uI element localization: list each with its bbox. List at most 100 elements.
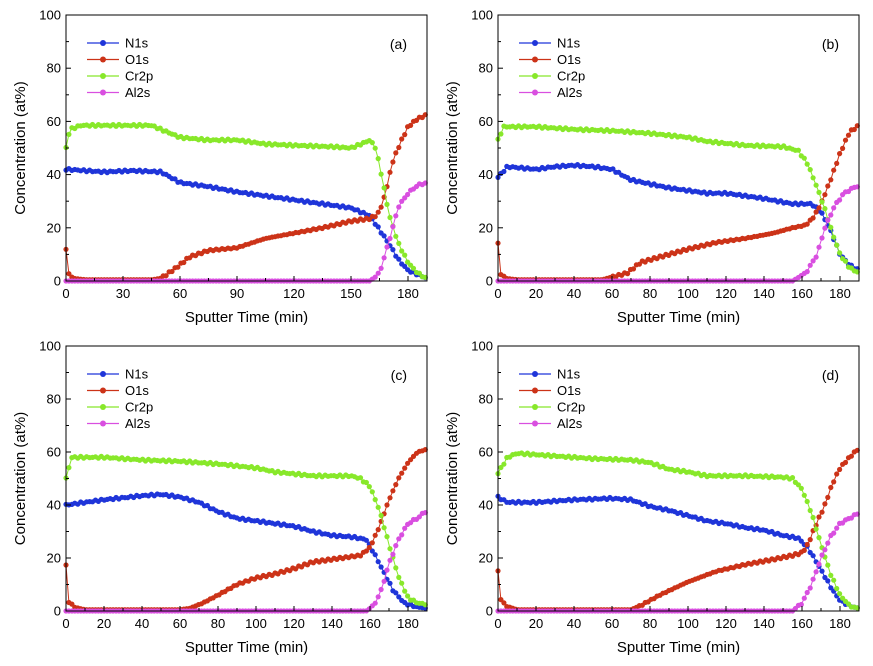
x-axis-title: Sputter Time (min) <box>617 309 740 326</box>
data-point <box>378 265 384 271</box>
data-point <box>801 492 807 498</box>
data-point <box>798 485 804 491</box>
data-point <box>372 214 378 220</box>
data-point <box>405 593 411 599</box>
data-point <box>387 235 393 242</box>
data-point <box>825 562 831 568</box>
data-point <box>825 540 831 546</box>
series-Al2s <box>495 184 860 284</box>
series-Cr2p <box>495 450 860 611</box>
data-point <box>834 160 840 166</box>
data-point <box>816 535 822 541</box>
series-group <box>63 112 428 284</box>
data-point <box>393 233 399 239</box>
data-point <box>372 532 378 538</box>
data-point <box>822 225 828 231</box>
x-tick-label: 180 <box>397 616 419 631</box>
x-tick-label: 30 <box>116 286 130 301</box>
y-tick-label: 0 <box>486 604 493 619</box>
series-O1s <box>63 112 428 283</box>
legend-label: O1s <box>557 52 581 67</box>
data-point <box>789 475 796 481</box>
data-point <box>801 595 807 601</box>
legend-label: O1s <box>125 52 149 67</box>
data-point <box>813 182 819 188</box>
data-point <box>369 489 375 495</box>
data-point <box>813 526 819 532</box>
data-point <box>399 580 405 586</box>
data-point <box>825 217 831 223</box>
series-line-Al2s <box>66 512 426 612</box>
series-group <box>495 123 860 284</box>
y-tick-label: 20 <box>47 551 61 566</box>
legend-marker <box>532 89 538 96</box>
data-point <box>372 552 378 558</box>
data-point <box>845 132 852 138</box>
y-axis-title: Concentration (at%) <box>444 81 461 214</box>
data-point <box>396 475 402 481</box>
legend-label: Al2s <box>125 416 151 431</box>
data-point <box>399 136 405 142</box>
data-point <box>393 543 399 549</box>
data-point <box>807 537 813 543</box>
data-point <box>819 568 825 574</box>
y-tick-label: 20 <box>479 220 493 235</box>
data-point <box>399 198 405 204</box>
legend-label: O1s <box>125 383 149 398</box>
data-point <box>405 191 411 198</box>
y-tick-label: 0 <box>486 274 493 289</box>
data-point <box>369 140 375 146</box>
series-line-O1s <box>65 449 426 611</box>
data-point <box>372 274 378 280</box>
series-line-Al2s <box>66 182 426 282</box>
data-point <box>378 171 384 177</box>
x-tick-label: 120 <box>283 286 305 301</box>
x-tick-label: 100 <box>677 286 699 301</box>
y-axis-title: Concentration (at%) <box>444 412 461 545</box>
x-tick-label: 40 <box>567 286 581 301</box>
data-point <box>396 536 402 542</box>
data-point <box>384 201 390 207</box>
data-point <box>402 252 408 258</box>
data-point <box>357 553 364 559</box>
x-axis-title: Sputter Time (min) <box>185 309 308 326</box>
data-point <box>837 250 843 256</box>
x-tick-label: 90 <box>230 286 244 301</box>
data-point <box>387 214 393 221</box>
data-point <box>375 224 381 230</box>
data-point <box>402 132 408 138</box>
data-point <box>804 498 810 505</box>
x-tick-label: 0 <box>62 286 69 301</box>
series-N1s <box>63 491 428 611</box>
data-point <box>822 192 828 198</box>
panel-label: (b) <box>822 36 839 52</box>
data-point <box>816 514 822 520</box>
data-point <box>181 259 187 266</box>
data-point <box>375 270 381 276</box>
y-tick-label: 100 <box>471 8 493 23</box>
data-point <box>384 534 390 540</box>
data-point <box>387 546 393 552</box>
data-point <box>402 525 408 531</box>
data-point <box>416 514 422 520</box>
series-O1s <box>63 447 428 613</box>
x-tick-label: 60 <box>173 616 187 631</box>
y-tick-label: 100 <box>39 8 61 23</box>
series-Al2s <box>63 180 428 284</box>
legend-marker <box>100 371 106 377</box>
data-point <box>828 224 834 230</box>
data-point <box>825 578 831 584</box>
data-point <box>375 156 381 162</box>
data-point <box>402 588 408 594</box>
data-point <box>625 271 631 277</box>
y-tick-label: 40 <box>47 167 61 182</box>
data-point <box>66 465 72 471</box>
data-point <box>396 256 402 262</box>
series-line-Al2s <box>498 186 858 282</box>
data-point <box>402 465 408 471</box>
x-tick-label: 180 <box>829 286 851 301</box>
data-point <box>842 137 849 143</box>
y-tick-label: 20 <box>479 551 493 566</box>
data-point <box>834 525 840 531</box>
